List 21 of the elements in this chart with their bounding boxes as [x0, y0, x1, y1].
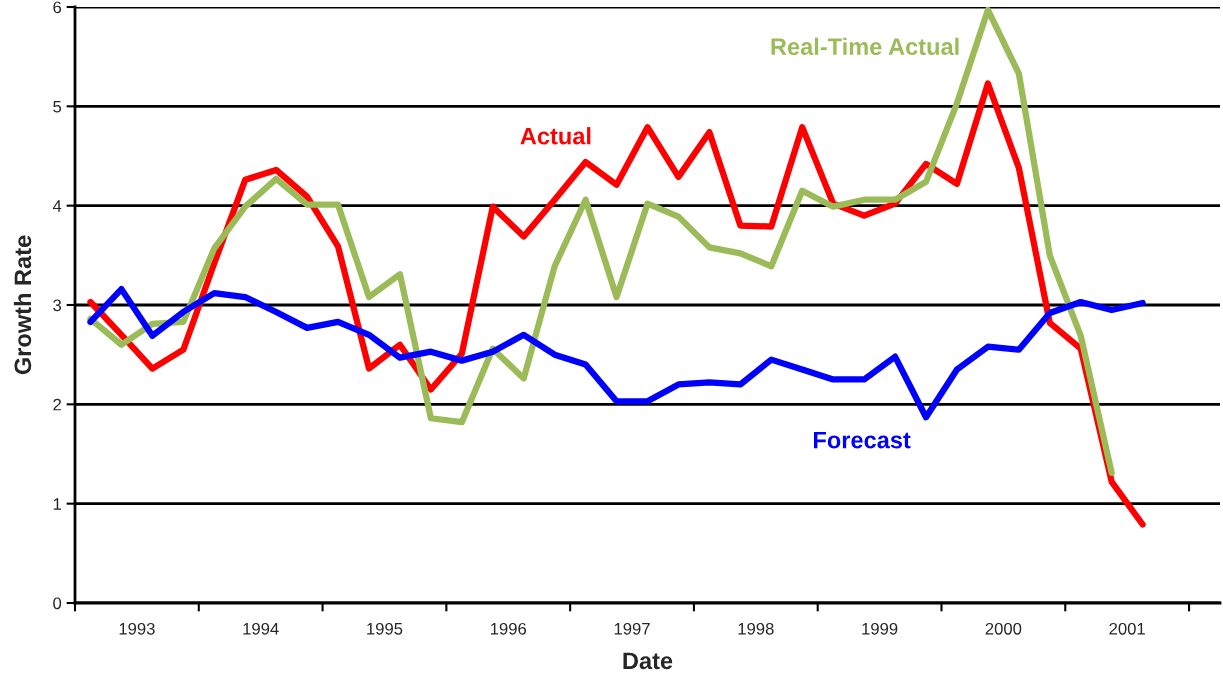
- y-tick-label: 0: [53, 597, 62, 610]
- series-label: Forecast: [813, 431, 911, 449]
- x-tick-label: 2000: [985, 622, 1022, 635]
- y-tick-label: 1: [53, 498, 61, 510]
- x-tick-label: 1996: [490, 622, 527, 635]
- x-tick-label: 1994: [243, 622, 279, 635]
- y-tick-label: 4: [52, 200, 62, 212]
- x-axis-title: Date: [623, 652, 673, 670]
- y-axis-title: Growth Rate: [13, 235, 32, 375]
- x-tick-label: 2001: [1109, 622, 1145, 635]
- y-tick-label: 3: [53, 299, 62, 312]
- y-tick-label: 6: [53, 1, 62, 14]
- series-label: Real-Time Actual: [771, 37, 959, 56]
- x-tick-label: 1997: [614, 622, 650, 635]
- series-label: Actual: [520, 127, 591, 145]
- x-tick-label: 1999: [862, 622, 898, 635]
- y-tick-label: 2: [53, 398, 61, 411]
- x-tick-label: 1995: [367, 622, 403, 635]
- y-tick-label: 5: [53, 100, 62, 113]
- x-tick-label: 1998: [738, 622, 774, 635]
- x-tick-label: 1993: [119, 622, 155, 635]
